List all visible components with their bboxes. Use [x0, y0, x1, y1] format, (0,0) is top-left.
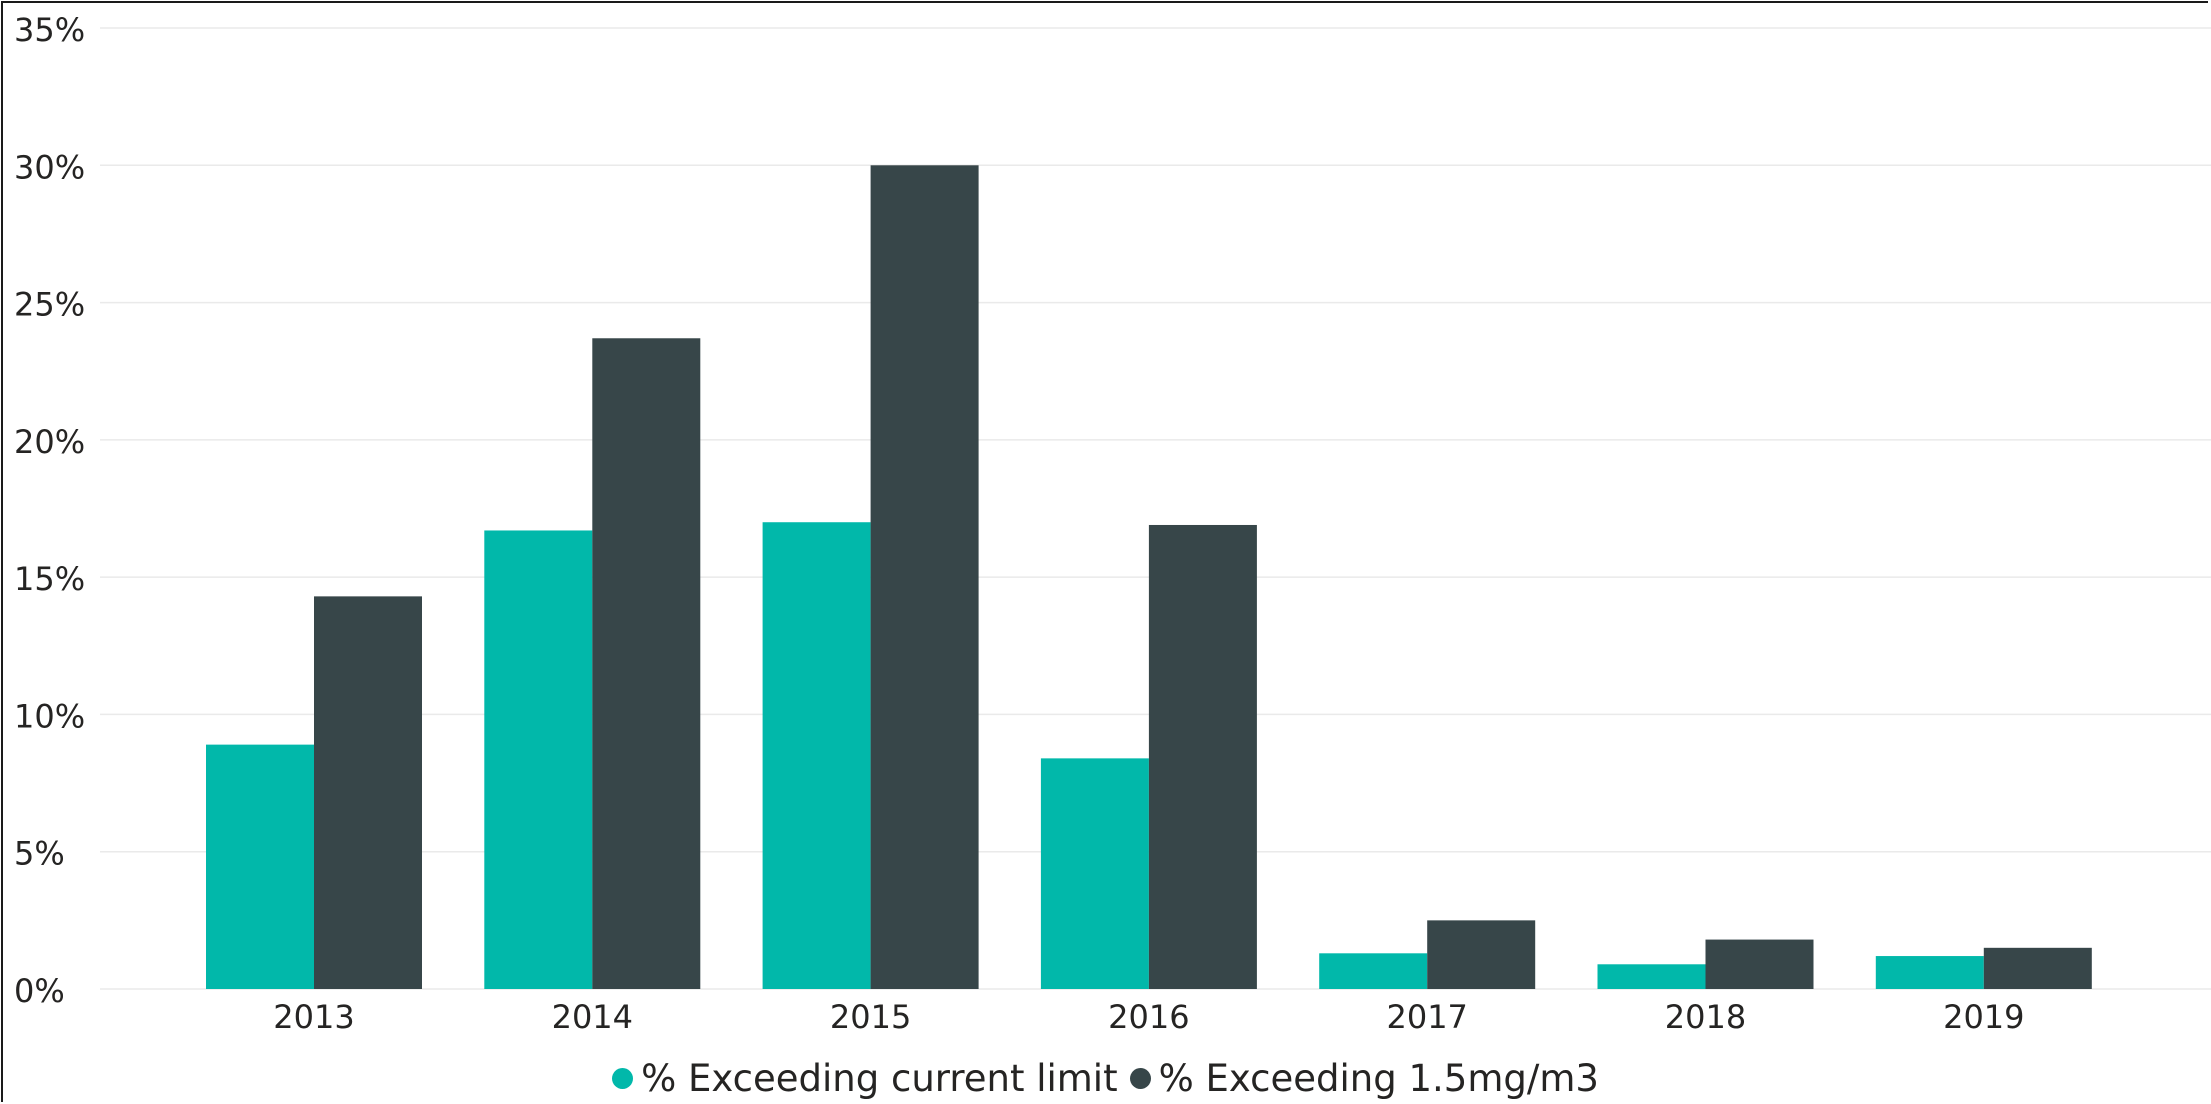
y-tick-label: 10%: [14, 697, 85, 735]
legend-dot-current-limit: [612, 1068, 633, 1089]
chart-legend: % Exceeding current limit % Exceeding 1.…: [0, 1052, 2211, 1104]
legend-label-current-limit: % Exceeding current limit: [641, 1057, 1118, 1100]
x-tick-label: 2017: [1386, 998, 1467, 1036]
bar-current-limit-2018: [1598, 964, 1706, 989]
bar-1-5mg-2014: [592, 338, 700, 989]
bar-current-limit-2016: [1041, 758, 1149, 989]
y-tick-label: 35%: [14, 11, 85, 49]
x-tick-label: 2013: [273, 998, 354, 1036]
bar-1-5mg-2018: [1706, 940, 1814, 989]
bar-current-limit-2013: [206, 745, 314, 989]
y-tick-label: 20%: [14, 423, 85, 461]
legend-item-1-5mg[interactable]: % Exceeding 1.5mg/m3: [1130, 1057, 1599, 1100]
bar-chart: 0% 5% 10% 15% 20% 25% 30% 35% 2013 2014 2015 2016 20…: [0, 0, 2211, 1052]
y-tick-label: 30%: [14, 148, 85, 186]
legend-label-1-5mg: % Exceeding 1.5mg/m3: [1159, 1057, 1599, 1100]
bar-1-5mg-2015: [871, 165, 979, 989]
bar-current-limit-2014: [484, 530, 592, 989]
y-tick-label: 5%: [14, 835, 65, 873]
bar-1-5mg-2016: [1149, 525, 1257, 989]
bar-1-5mg-2019: [1984, 948, 2092, 989]
bar-1-5mg-2013: [314, 596, 422, 989]
x-tick-label: 2018: [1665, 998, 1746, 1036]
y-tick-label: 15%: [14, 560, 85, 598]
y-tick-label: 0%: [14, 972, 65, 1010]
bar-current-limit-2015: [763, 522, 871, 989]
bar-1-5mg-2017: [1427, 920, 1535, 989]
legend-dot-1-5mg: [1130, 1068, 1151, 1089]
bar-current-limit-2017: [1319, 953, 1427, 989]
legend-item-current-limit[interactable]: % Exceeding current limit: [612, 1057, 1118, 1100]
y-tick-label: 25%: [14, 286, 85, 324]
x-tick-label: 2014: [552, 998, 633, 1036]
x-tick-label: 2019: [1943, 998, 2024, 1036]
x-tick-label: 2016: [1108, 998, 1189, 1036]
bar-current-limit-2019: [1876, 956, 1984, 989]
x-tick-label: 2015: [830, 998, 911, 1036]
